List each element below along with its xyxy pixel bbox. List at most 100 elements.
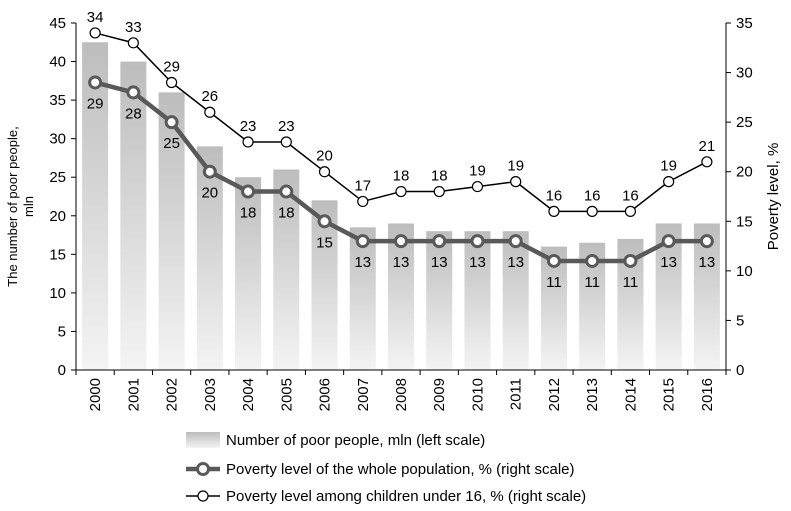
- x-tick-label: 2006: [317, 378, 334, 411]
- x-tick-label: 2010: [469, 378, 486, 411]
- children-data-label: 18: [431, 168, 448, 185]
- y-right-tick-label: 35: [736, 15, 753, 32]
- y-right-tick-label: 10: [736, 263, 753, 280]
- whole-population-data-label: 15: [316, 234, 333, 251]
- whole-population-point: [317, 214, 332, 229]
- y-right-tick-label: 30: [736, 65, 753, 82]
- legend-bar-label: Number of poor people, mln (left scale): [226, 432, 485, 449]
- bar: [502, 231, 529, 370]
- whole-population-data-label: 13: [699, 254, 716, 271]
- whole-population-data-label: 29: [87, 95, 104, 112]
- children-point: [280, 136, 292, 148]
- whole-population-data-label: 13: [354, 254, 371, 271]
- x-tick-label: 2001: [125, 378, 142, 411]
- y-right-tick-label: 0: [736, 362, 744, 379]
- children-data-label: 20: [316, 148, 333, 165]
- legend-whole-label: Poverty level of the whole population, %…: [226, 461, 575, 478]
- legend-children-swatch-marker: [197, 490, 209, 502]
- whole-population-data-label: 28: [125, 105, 142, 122]
- children-data-label: 18: [393, 168, 410, 185]
- x-tick-label: 2003: [202, 378, 219, 411]
- whole-population-data-label: 13: [469, 254, 486, 271]
- whole-population-point: [88, 75, 103, 90]
- whole-population-point: [432, 234, 447, 249]
- whole-population-point: [202, 164, 217, 179]
- x-tick-label: 2009: [431, 378, 448, 411]
- whole-population-point: [279, 184, 294, 199]
- y-left-tick-label: 30: [49, 131, 66, 148]
- x-tick-label: 2013: [584, 378, 601, 411]
- bar: [158, 92, 185, 371]
- bar: [464, 231, 491, 370]
- y-right-tick-label: 20: [736, 164, 753, 181]
- bar: [426, 231, 453, 370]
- children-line-layer: 34 33 29 26 23 23 20 17 18 18 19 19 16 16 16 19 21: [87, 9, 716, 217]
- x-tick-label: 2014: [622, 378, 639, 411]
- y-left-tick-label: 45: [49, 15, 66, 32]
- children-data-label: 21: [699, 138, 716, 155]
- bar: [196, 146, 223, 370]
- children-data-label: 19: [660, 158, 677, 175]
- x-tick-label: 2000: [87, 378, 104, 411]
- whole-population-point: [394, 234, 408, 249]
- y-left-tick-label: 20: [49, 208, 66, 225]
- x-tick-label: 2005: [278, 378, 295, 411]
- children-point: [242, 136, 254, 148]
- children-data-label: 33: [125, 19, 142, 36]
- children-point: [204, 106, 216, 118]
- x-tick-label: 2011: [508, 378, 525, 410]
- y-right-tick-label: 5: [736, 312, 744, 329]
- whole-population-point: [546, 253, 561, 268]
- whole-population-point: [508, 234, 523, 249]
- children-data-label: 29: [163, 58, 180, 75]
- x-tick-label: 2007: [355, 378, 372, 411]
- children-point: [127, 37, 139, 49]
- bar: [349, 227, 376, 370]
- whole-population-point: [241, 184, 256, 199]
- whole-population-point: [470, 234, 485, 249]
- bar: [120, 61, 147, 371]
- bar: [235, 177, 262, 370]
- x-tick-label: 2002: [164, 378, 181, 411]
- y-left-tick-label: 15: [49, 246, 66, 263]
- whole-population-data-label: 13: [507, 254, 524, 271]
- bars-layer: [82, 42, 720, 371]
- children-point: [395, 185, 407, 198]
- whole-population-data-label: 13: [431, 254, 448, 271]
- x-tick-label: 2016: [699, 378, 716, 411]
- whole-population-data-label: 11: [584, 274, 600, 291]
- y-left-tick-label: 35: [49, 92, 66, 109]
- y-left-tick-label: 10: [49, 285, 66, 302]
- bar: [273, 169, 300, 370]
- whole-population-data-label: 25: [163, 135, 180, 152]
- whole-population-point: [585, 253, 600, 268]
- x-tick-label: 2012: [546, 378, 563, 411]
- children-data-label: 16: [584, 187, 601, 204]
- children-data-label: 16: [622, 187, 639, 204]
- legend-bar-swatch: [186, 432, 220, 448]
- legend-whole-swatch-marker: [196, 462, 210, 476]
- children-data-label: 19: [507, 158, 524, 175]
- children-point: [89, 27, 101, 39]
- children-data-label: 23: [240, 118, 257, 135]
- whole-population-point: [661, 234, 676, 249]
- children-point: [357, 195, 369, 208]
- y-left-tick-label: 25: [49, 169, 66, 186]
- children-point: [548, 205, 560, 217]
- whole-population-data-label: 13: [393, 254, 410, 271]
- y-left-axis-title: The number of poor people,mln: [5, 126, 36, 286]
- children-data-label: 34: [87, 9, 104, 26]
- whole-population-point: [126, 85, 141, 100]
- x-tick-label: 2015: [661, 378, 678, 411]
- x-tick-label: 2004: [240, 378, 257, 411]
- whole-population-data-label: 11: [546, 274, 562, 291]
- whole-population-data-label: 11: [623, 274, 639, 291]
- children-point: [624, 205, 637, 217]
- children-point: [471, 180, 484, 193]
- children-data-label: 23: [278, 118, 295, 135]
- whole-population-point: [699, 234, 714, 249]
- children-data-label: 17: [354, 177, 371, 194]
- children-point: [663, 176, 675, 188]
- whole-population-point: [164, 115, 179, 130]
